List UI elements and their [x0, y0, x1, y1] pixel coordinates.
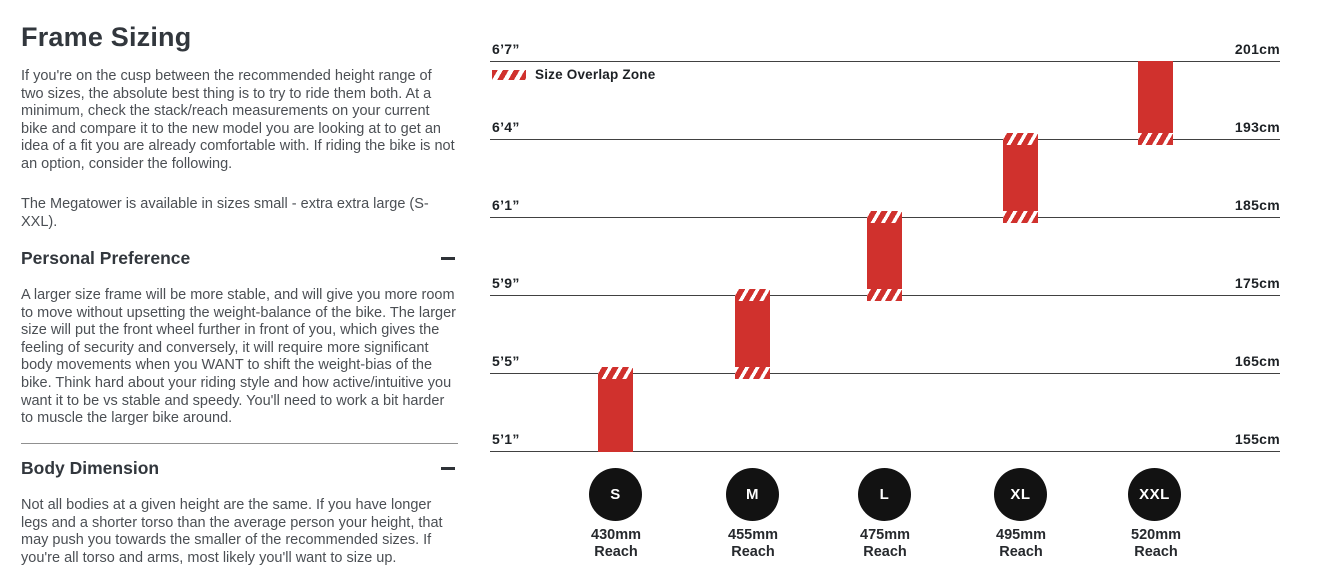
overlap-hatch [598, 367, 633, 379]
reach-label-xxl: 520mm Reach [1101, 527, 1211, 560]
reach-value: 520mm [1131, 527, 1181, 543]
tick-label-imperial: 6’7” [492, 41, 520, 57]
size-badge-label: XL [1010, 486, 1031, 503]
reach-label-xl: 495mm Reach [966, 527, 1076, 560]
size-badge-label: XXL [1139, 486, 1170, 503]
section-body: Not all bodies at a given height are the… [21, 497, 443, 566]
reach-unit: Reach [731, 543, 775, 560]
reach-unit: Reach [594, 543, 638, 560]
reach-unit: Reach [999, 543, 1043, 560]
intro-paragraph: If you're on the cusp between the recomm… [21, 68, 455, 172]
overlap-hatch [735, 289, 770, 301]
size-badge-m: M [726, 468, 779, 521]
overlap-hatch [1003, 133, 1038, 145]
reach-value: 430mm [591, 527, 641, 543]
tick-label-metric: 185cm [1234, 197, 1280, 213]
size-badge-label: L [879, 486, 890, 503]
section-header-body-dimension[interactable]: Body Dimension [21, 458, 458, 479]
overlap-hatch [1138, 133, 1173, 145]
size-badge-xxl: XXL [1128, 468, 1181, 521]
tick-label-imperial: 5’9” [492, 275, 520, 291]
reach-value: 495mm [996, 527, 1046, 543]
reach-unit: Reach [863, 543, 907, 560]
tick-label-metric: 193cm [1234, 119, 1280, 135]
tick-label-imperial: 5’1” [492, 431, 520, 447]
reach-value: 455mm [728, 527, 778, 543]
reach-value: 475mm [860, 527, 910, 543]
tick-label-metric: 165cm [1234, 353, 1280, 369]
size-bar-m [735, 289, 770, 379]
section-heading: Personal Preference [21, 248, 191, 268]
availability-paragraph: The Megatower is available in sizes smal… [21, 196, 429, 230]
overlap-hatch [1003, 211, 1038, 223]
size-bar-xxl [1138, 61, 1173, 145]
overlap-hatch [867, 289, 902, 301]
section-header-personal-preference[interactable]: Personal Preference [21, 248, 458, 269]
tick-label-metric: 175cm [1234, 275, 1280, 291]
collapse-minus-icon[interactable] [441, 467, 455, 470]
frame-sizing-article: Frame Sizing If you're on the cusp betwe… [21, 0, 458, 578]
section-body: A larger size frame will be more stable,… [21, 287, 456, 427]
legend-label: Size Overlap Zone [535, 67, 656, 82]
reach-unit: Reach [1134, 543, 1178, 560]
tick-label-imperial: 5’5” [492, 353, 520, 369]
size-badge-l: L [858, 468, 911, 521]
grid-line [490, 61, 1280, 62]
grid-line [490, 139, 1280, 140]
reach-label-l: 475mm Reach [830, 527, 940, 560]
size-badge-label: S [610, 486, 621, 503]
overlap-hatch [735, 367, 770, 379]
frame-sizing-chart: 6’7” 6’4” 6’1” 5’9” 5’5” 5’1” 201cm 193c… [490, 0, 1280, 578]
grid-line [490, 373, 1280, 374]
section-divider [21, 443, 458, 444]
overlap-hatch [867, 211, 902, 223]
tick-label-imperial: 6’4” [492, 119, 520, 135]
size-bar-s [598, 367, 633, 452]
size-bar-l [867, 211, 902, 301]
size-badge-xl: XL [994, 468, 1047, 521]
reach-label-s: 430mm Reach [561, 527, 671, 560]
size-badge-label: M [746, 486, 759, 503]
tick-label-metric: 155cm [1234, 431, 1280, 447]
reach-label-m: 455mm Reach [698, 527, 808, 560]
page-title: Frame Sizing [21, 22, 192, 52]
section-heading: Body Dimension [21, 458, 160, 478]
overlap-hatch-swatch-icon [492, 69, 526, 80]
size-badge-s: S [589, 468, 642, 521]
legend: Size Overlap Zone [492, 67, 655, 82]
tick-label-metric: 201cm [1234, 41, 1280, 57]
tick-label-imperial: 6’1” [492, 197, 520, 213]
collapse-minus-icon[interactable] [441, 257, 455, 260]
size-bar-xl [1003, 133, 1038, 223]
grid-line [490, 451, 1280, 452]
